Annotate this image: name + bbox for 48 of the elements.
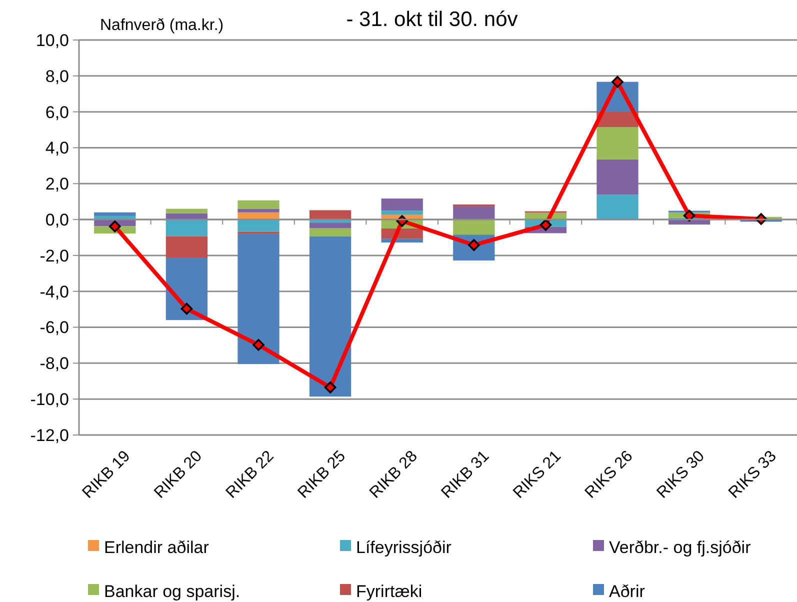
bar	[238, 200, 280, 209]
y-tick-label: 6,0	[45, 102, 69, 122]
point	[324, 382, 336, 394]
bar	[166, 258, 208, 320]
bar	[166, 236, 208, 258]
legend-label: Verðbr.- og fj.sjóðir	[609, 538, 752, 558]
bar	[238, 212, 280, 220]
legend-label: Bankar og sparisj.	[104, 582, 240, 602]
bar	[309, 222, 352, 228]
point	[252, 338, 264, 351]
bar	[596, 159, 638, 195]
bar	[166, 220, 208, 236]
point	[612, 76, 624, 88]
bar	[309, 236, 352, 397]
y-tick-label: 8,0	[45, 66, 69, 86]
y-tick-label: 4,0	[45, 138, 69, 158]
y-tick-label: 2,0	[45, 174, 69, 194]
point	[540, 219, 552, 231]
bar	[94, 212, 136, 216]
y-tick-label: 0,0	[45, 210, 69, 230]
y-tick-label: -8,0	[40, 354, 69, 374]
point	[683, 210, 696, 222]
bar	[453, 206, 495, 220]
y-tick-label: -12,0	[30, 426, 69, 445]
legend-label: Lífeyrissjóðir	[356, 538, 452, 558]
bar	[238, 220, 280, 232]
y-tick-label: -2,0	[40, 246, 69, 266]
bar	[453, 220, 495, 235]
y-tick-label: -6,0	[40, 318, 69, 338]
bar	[596, 127, 638, 160]
point	[180, 302, 193, 315]
y-axis-title: Nafnverð (ma.kr.)	[100, 17, 224, 34]
legend-label: Erlendir aðilar	[104, 538, 210, 558]
y-tick-label: 10,0	[36, 30, 69, 50]
bar	[309, 228, 352, 236]
y-tick-label: -10,0	[30, 390, 69, 410]
bar	[238, 208, 280, 212]
bar	[381, 210, 423, 215]
bar	[238, 234, 280, 364]
legend-label: Aðrir	[609, 582, 646, 602]
bar	[309, 210, 352, 220]
bar	[596, 194, 638, 220]
point	[109, 220, 121, 232]
chart-title: - 31. okt til 30. nóv	[346, 8, 518, 31]
legend-label: Fyrirtæki	[356, 582, 422, 602]
bar	[166, 208, 208, 214]
y-tick-label: -4,0	[40, 282, 69, 302]
bar	[381, 198, 423, 211]
